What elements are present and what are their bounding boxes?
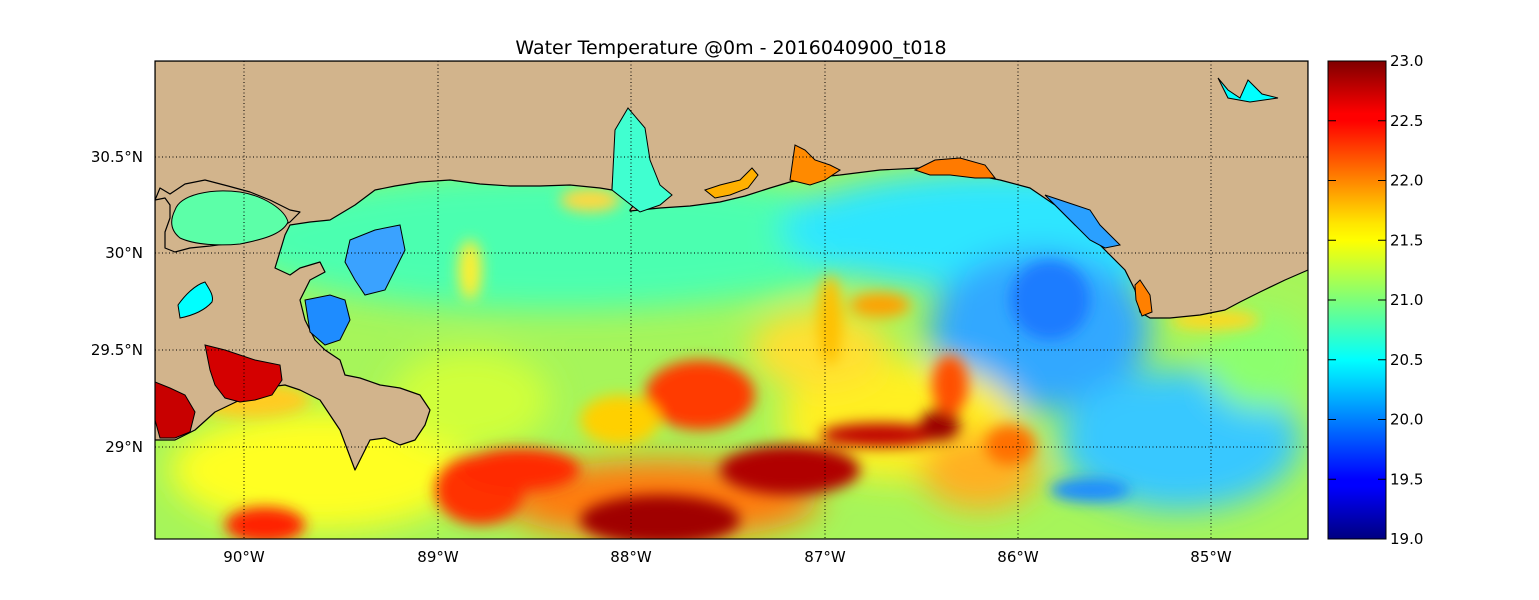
lat-tick-29-5n: 29.5°N [91, 341, 143, 359]
map-plot-area [155, 61, 1308, 539]
lon-tick-88w: 88°W [610, 548, 652, 566]
lake-pontchartrain [171, 190, 289, 246]
lat-tick-30n: 30°N [105, 244, 143, 262]
longitude-labels: 90°W 89°W 88°W 87°W 86°W 85°W [223, 548, 1232, 566]
colorbar-tick-label: 20.5 [1390, 351, 1423, 369]
colorbar-tick-label: 22.5 [1390, 112, 1423, 130]
lon-tick-85w: 85°W [1190, 548, 1232, 566]
colorbar-ticks: 23.0 22.5 22.0 21.5 21.0 20.5 20.0 19.5 19.0 [1328, 52, 1423, 548]
lon-tick-89w: 89°W [417, 548, 459, 566]
terrebonne-marsh [155, 381, 196, 439]
pensacola-bay [789, 144, 841, 186]
colorbar-gradient [1327, 60, 1387, 540]
colorbar-tick-label: 19.5 [1390, 470, 1423, 488]
map-title: Water Temperature @0m - 2016040900_t018 [515, 37, 946, 59]
lat-tick-29n: 29°N [105, 438, 143, 456]
graticule [155, 61, 1308, 539]
latitude-labels: 30.5°N 30°N 29.5°N 29°N [91, 148, 143, 456]
lon-tick-87w: 87°W [804, 548, 846, 566]
colorbar-tick-label: 21.5 [1390, 231, 1423, 249]
breton-sound [344, 224, 406, 296]
mobile-bay [611, 107, 673, 213]
colorbar-tick-label: 19.0 [1390, 530, 1423, 548]
perdido-bay [703, 167, 759, 199]
delta-marsh [304, 294, 351, 346]
colorbar-tick-label: 20.0 [1390, 411, 1423, 429]
colorbar-tick-label: 22.0 [1390, 172, 1423, 190]
apalachicola-lake [1217, 77, 1279, 103]
colorbar: 23.0 22.5 22.0 21.5 21.0 20.5 20.0 19.5 19.0 [1327, 52, 1423, 548]
choctawhatchee-bay [913, 157, 997, 179]
st-andrews-bay [1044, 194, 1122, 249]
lon-tick-86w: 86°W [997, 548, 1039, 566]
lon-tick-90w: 90°W [223, 548, 265, 566]
lat-tick-30-5n: 30.5°N [91, 148, 143, 166]
map-frame [154, 60, 1309, 540]
st-joseph-bay [1134, 279, 1153, 317]
colorbar-tick-label: 23.0 [1390, 52, 1423, 70]
inland-waters [155, 77, 1279, 439]
lake-maurepas [177, 281, 213, 319]
colorbar-tick-label: 21.0 [1390, 291, 1423, 309]
